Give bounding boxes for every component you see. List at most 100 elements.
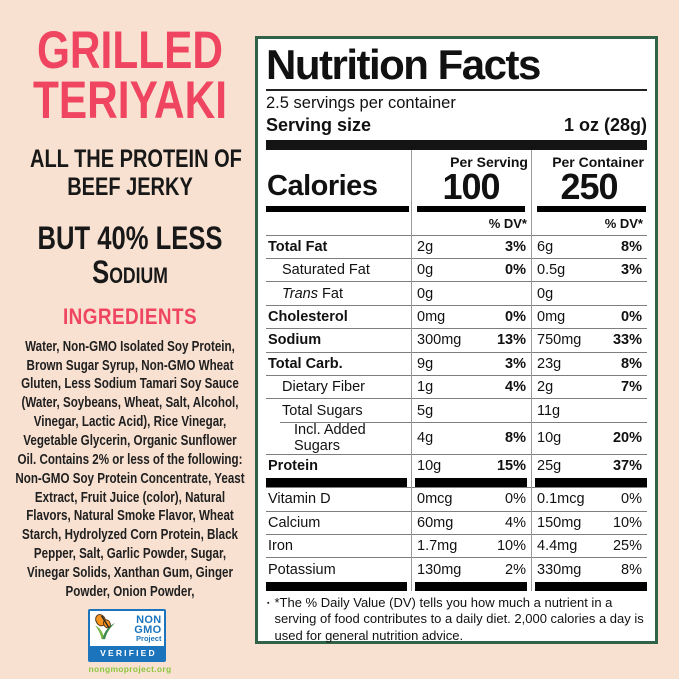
daily-value-percent: 3% — [621, 262, 642, 279]
calories-underline-bars — [266, 205, 647, 212]
nutrient-values: 0mg 0% — [411, 304, 531, 328]
amount-value: 2g — [537, 379, 554, 396]
daily-value-percent: 4% — [505, 379, 526, 396]
nutrient-name: Saturated Fat — [266, 258, 411, 281]
bar-segment — [266, 478, 407, 488]
non-gmo-seal-top: NON GMO Project — [90, 611, 164, 646]
amount-value: 0g — [417, 262, 434, 279]
daily-value-percent: 2% — [505, 561, 526, 578]
nutrient-values: 330mg 8% — [531, 557, 647, 580]
nutrient-name: Cholesterol — [266, 304, 411, 328]
bar-segment — [415, 478, 527, 488]
per-container-header: Per Container — [552, 153, 644, 170]
nutrient-values: 60mg 4% — [411, 510, 531, 534]
amount-value: 9g — [417, 355, 434, 372]
daily-value-percent: 8% — [621, 355, 642, 372]
daily-value-percent: 33% — [612, 332, 642, 349]
nutrient-values: 5g — [411, 398, 531, 421]
thick-bars-divider — [266, 477, 647, 488]
footnote: ▪ *The % Daily Value (DV) tells you how … — [266, 591, 647, 644]
amount-value: 4g — [417, 430, 434, 447]
left-marketing-panel: GRILLED TERIYAKI ALL THE PROTEIN OF BEEF… — [5, 21, 255, 677]
tagline-sodium: BUT 40% LESS Sodium — [30, 221, 230, 290]
nutrient-values: 750mg 33% — [531, 328, 647, 351]
daily-value-percent: 8% — [621, 238, 642, 255]
daily-value-percent: 25% — [612, 538, 642, 555]
nutrient-name: Total Carb. — [266, 351, 411, 375]
seal-verified-bar: VERIFIED — [90, 645, 165, 660]
nutrient-row-cholesterol: Cholesterol 0mg 0% 0mg 0% — [266, 304, 647, 328]
daily-value-header-row: % DV* % DV* — [266, 212, 647, 235]
serving-size-label: Serving size — [266, 114, 372, 135]
nutrient-values: 9g 3% — [411, 351, 531, 375]
amount-value: 10g — [537, 430, 562, 447]
nutrient-row-dietary-fiber: Dietary Fiber 1g 4% 2g 7% — [266, 375, 647, 398]
daily-value-percent: 3% — [505, 238, 526, 255]
amount-value: 150mg — [537, 514, 582, 531]
title-divider — [266, 89, 647, 91]
nutrient-name: Total Fat — [266, 234, 411, 258]
daily-value-percent: 0% — [621, 309, 642, 326]
amount-value: 0mcg — [417, 491, 453, 508]
seal-url: nongmoproject.org — [88, 663, 172, 674]
amount-value: 330mg — [537, 561, 582, 578]
nutrient-name: Dietary Fiber — [266, 375, 411, 398]
seal-text-project: Project — [136, 634, 162, 644]
daily-value-percent: 15% — [496, 458, 526, 474]
nutrient-values: 1.7mg 10% — [411, 533, 531, 557]
serving-size-row: Serving size 1 oz (28g) — [266, 115, 647, 136]
nutrient-row-saturated-fat: Saturated Fat 0g 0% 0.5g 3% — [266, 258, 647, 281]
nutrient-values: 0.1mcg 0% — [531, 487, 647, 510]
nutrient-row-total-fat: Total Fat 2g 3% 6g 8% — [266, 234, 647, 258]
seal-text-non: NON — [136, 613, 162, 626]
daily-value-percent: 8% — [505, 430, 526, 447]
calories-per-serving-value: 100 — [442, 165, 500, 207]
amount-value: 25g — [537, 458, 562, 474]
flavor-title-line1: GRILLED — [36, 21, 224, 80]
non-gmo-seal-text: NON GMO Project — [120, 613, 162, 644]
nutrient-row-protein: Protein 10g 15% 25g 37% — [266, 453, 647, 477]
per-serving-header: Per Serving — [450, 153, 528, 170]
nutrient-values: 2g 3% — [411, 234, 531, 258]
amount-value: 300mg — [417, 332, 462, 349]
amount-value: 6g — [537, 238, 554, 255]
dual-column-area: Per Serving Per Container Calories 100 2… — [266, 149, 647, 591]
nutrient-values: 300mg 13% — [411, 328, 531, 351]
daily-value-percent: 20% — [612, 430, 642, 447]
nutrient-row-potassium: Potassium 130mg 2% 330mg 8% — [266, 557, 647, 580]
daily-value-percent: 8% — [621, 561, 642, 578]
serving-size-value: 1 oz (28g) — [563, 114, 647, 135]
seal-text-gmo: GMO — [134, 624, 162, 637]
amount-value: 11g — [537, 402, 561, 419]
butterfly-icon — [92, 613, 120, 645]
flavor-title-line2: TERIYAKI — [33, 71, 227, 131]
nutrient-name: Potassium — [266, 557, 411, 580]
daily-value-percent: 7% — [621, 379, 642, 396]
nutrient-values: 0g — [411, 281, 531, 304]
nutrient-values: 150mg 10% — [531, 510, 647, 534]
bar-segment — [535, 478, 647, 488]
thick-bars-divider — [266, 581, 647, 591]
dv-header-container: % DV* — [604, 215, 643, 231]
nutrient-values: 10g 20% — [531, 421, 647, 454]
bar-segment — [415, 581, 527, 591]
nutrient-values: 0g 0% — [411, 258, 531, 281]
amount-value: 130mg — [417, 561, 462, 578]
nutrient-rows: Total Fat 2g 3% 6g 8% Saturated Fat 0g 0% 0.5g 3%… — [266, 234, 647, 591]
amount-value: 1g — [417, 379, 434, 396]
tagline-protein-line2: BEEF JERKY — [67, 172, 193, 201]
nutrient-values: 4.4mg 25% — [531, 533, 647, 557]
servings-per-container: 2.5 servings per container — [266, 93, 456, 112]
dv-header-serving: % DV* — [488, 215, 527, 231]
non-gmo-verified-seal: NON GMO Project VERIFIED nongmoproject.o… — [88, 608, 172, 674]
nutrient-name: Vitamin D — [266, 487, 411, 510]
nutrient-values: 0g — [531, 281, 647, 304]
nutrient-name: Calcium — [266, 510, 411, 534]
daily-value-percent: 0% — [505, 262, 526, 279]
bar-segment — [537, 205, 646, 212]
ingredients-text: Water, Non-GMO Isolated Soy Protein, Bro… — [15, 338, 245, 600]
daily-value-percent: 10% — [612, 514, 642, 531]
amount-value: 4.4mg — [537, 538, 578, 555]
amount-value: 1.7mg — [417, 538, 458, 555]
